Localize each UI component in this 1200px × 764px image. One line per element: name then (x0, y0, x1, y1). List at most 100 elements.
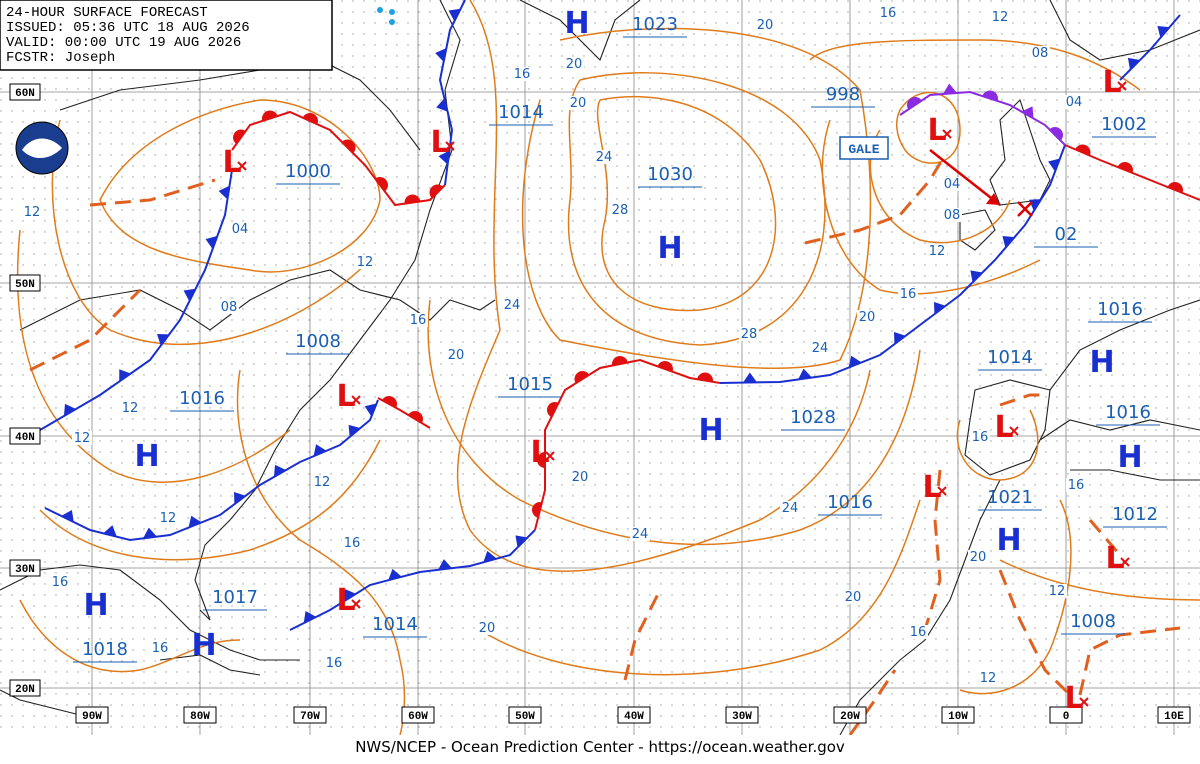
lat-label: 50N (15, 279, 35, 291)
front-symbol (448, 8, 461, 22)
lat-label-box (9, 679, 41, 697)
lon-label-box (617, 706, 651, 724)
lat-label-box (9, 274, 41, 292)
fronts (29, 0, 1200, 736)
low-center: L (1064, 681, 1083, 716)
front-symbol (970, 270, 983, 283)
isobar-label: 16 (410, 313, 427, 328)
trough-front (923, 469, 942, 631)
isobar-label: 04 (1066, 95, 1083, 110)
lon-label-box (1049, 706, 1083, 724)
low-center-mark (1079, 697, 1089, 707)
front-symbol (233, 129, 246, 144)
trough-front (804, 154, 947, 245)
low-center-mark (1120, 557, 1130, 567)
lat-label: 40N (15, 432, 35, 444)
isobar-label: 20 (572, 470, 589, 485)
isobar-label-bg (927, 244, 947, 258)
isobar-label-bg (568, 96, 588, 110)
low-center: L (430, 125, 449, 160)
lon-label-box (75, 706, 109, 724)
front-symbol (1002, 235, 1015, 248)
front-symbol (894, 332, 906, 345)
footer: NWS/NCEP - Ocean Prediction Center - htt… (355, 738, 845, 756)
isobar-label-bg (446, 348, 466, 362)
isobar-label: 16 (910, 625, 927, 640)
pressure-center-label: 1016 (1105, 402, 1151, 423)
front-symbol (388, 568, 402, 581)
isobar-label-bg (908, 625, 928, 639)
gale-box (839, 136, 889, 160)
low-center: L (1102, 65, 1121, 100)
front-symbol (61, 510, 74, 523)
pressure-center-label: 998 (826, 84, 860, 105)
front-symbol (943, 83, 957, 95)
lat-label: 20N (15, 684, 35, 696)
isobar-label-bg (878, 6, 898, 20)
isobar-label: 16 (52, 575, 69, 590)
isobar-label-bg (594, 150, 614, 164)
lon-label: 40W (624, 711, 644, 723)
front-symbol (348, 424, 361, 437)
isobar-label-bg (22, 205, 42, 219)
high-center: H (134, 439, 159, 474)
low-center-mark (942, 129, 952, 139)
front-symbol (183, 288, 196, 302)
isobar-label-bg (843, 590, 863, 604)
trough-front (998, 569, 1072, 697)
isobar-label: 08 (1032, 46, 1049, 61)
low-center-mark (351, 599, 361, 609)
front-symbol (262, 110, 278, 121)
header-line: 24-HOUR SURFACE FORECAST (6, 5, 208, 21)
front-symbol (205, 235, 218, 250)
forecast-position (1017, 201, 1033, 217)
lon-label: 10E (1164, 711, 1184, 723)
pressure-center-label: 1021 (987, 487, 1033, 508)
front-symbol (188, 515, 202, 528)
low-center-mark (445, 141, 455, 151)
trough-front (29, 288, 142, 372)
front-symbol (273, 464, 287, 477)
front-symbol (574, 371, 590, 384)
front-symbol (1075, 144, 1091, 156)
isobar-label: 16 (972, 430, 989, 445)
isobar-label: 20 (448, 348, 465, 363)
high-center: H (564, 6, 589, 41)
lon-label: 10W (948, 711, 968, 723)
pressure-center-label: 02 (1055, 224, 1078, 245)
low-center: L (927, 113, 946, 148)
isobar-label: 16 (900, 287, 917, 302)
isobar-label-bg (324, 656, 344, 670)
isobar-label: 04 (232, 222, 249, 237)
lon-label: 90W (82, 711, 102, 723)
graticule (0, 0, 1200, 735)
lon-label: 30W (732, 711, 752, 723)
isobar-label-bg (50, 575, 70, 589)
pressure-center-label: 1008 (295, 331, 341, 352)
front-symbol (532, 502, 542, 518)
trough-front (1078, 626, 1181, 696)
isobar-label: 08 (221, 300, 238, 315)
header-box (0, 0, 333, 71)
front-symbol (344, 589, 356, 602)
isobar-label: 24 (782, 501, 799, 516)
isobar-label: 28 (612, 203, 629, 218)
lon-label-box (401, 706, 435, 724)
low-center-mark (937, 486, 947, 496)
isobar-label-bg (1030, 46, 1050, 60)
low-center: L (336, 379, 355, 414)
low-center-mark (545, 451, 555, 461)
lat-label: 60N (15, 88, 35, 100)
high-center: H (1089, 345, 1114, 380)
front-symbol (1157, 25, 1170, 38)
isobar-label-bg (968, 550, 988, 564)
isobar-label: 12 (357, 255, 374, 270)
isobar-label: 20 (757, 18, 774, 33)
front-symbol (697, 372, 713, 382)
isobar-label: 20 (859, 310, 876, 325)
isobar-label-bg (158, 511, 178, 525)
front-symbol (1048, 158, 1060, 172)
isobar-label: 20 (970, 550, 987, 565)
isobar-label-bg (120, 401, 140, 415)
lon-label: 70W (300, 711, 320, 723)
